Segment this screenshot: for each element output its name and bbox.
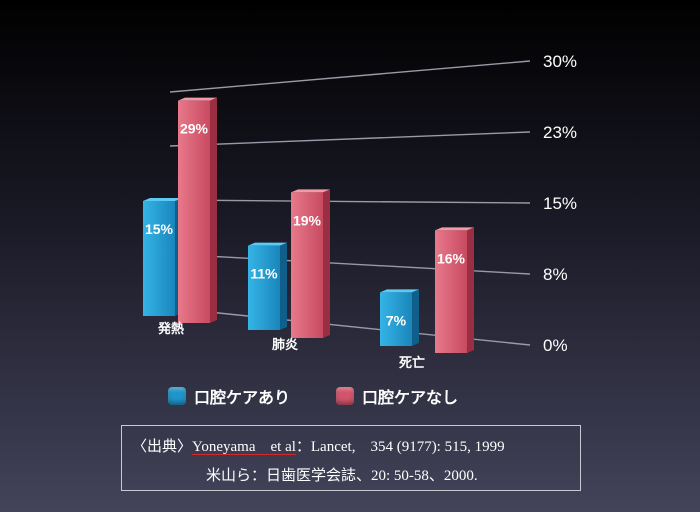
data-label: 16% <box>437 250 466 266</box>
legend-swatch-without-care <box>336 387 355 405</box>
source-journal: ：Lancet, 354 (9177): 515, 1999 <box>295 439 505 455</box>
data-label: 11% <box>250 266 278 282</box>
bar-top <box>291 189 330 193</box>
gridline <box>169 199 531 204</box>
bar <box>143 201 175 316</box>
bar-chart: 0% 8% 15% 23% 30% 15% 29% 発熱 11% 19% 肺炎 7% 16% 死亡 <box>143 52 577 371</box>
bar-top <box>248 242 287 246</box>
source-prefix: 〈出典〉 <box>132 439 193 455</box>
y-tick-label: 8% <box>543 265 568 284</box>
data-label: 29% <box>180 121 209 137</box>
category-label: 発熱 <box>157 321 184 337</box>
category-label: 肺炎 <box>272 337 298 353</box>
bar <box>291 192 323 338</box>
legend-item-without-care: 口腔ケアなし <box>336 384 458 408</box>
bar-top <box>143 198 182 201</box>
bar <box>178 100 210 324</box>
data-label: 19% <box>293 212 322 228</box>
bar <box>248 245 280 330</box>
gridline <box>169 307 531 346</box>
source-citation-box: 〈出典〉Yoneyama et al：Lancet, 354 (9177): 5… <box>121 425 581 491</box>
data-label: 15% <box>145 221 174 237</box>
bar-top <box>380 289 419 293</box>
y-tick-label: 15% <box>543 194 577 213</box>
bar-side <box>467 227 474 353</box>
data-label: 7% <box>386 312 407 328</box>
y-tick-label: 23% <box>543 123 577 142</box>
category-label: 死亡 <box>399 355 425 371</box>
bar-side <box>412 289 419 346</box>
bar-side <box>280 242 287 330</box>
y-tick-label: 0% <box>543 336 568 355</box>
legend-label-without-care: 口腔ケアなし <box>362 390 459 407</box>
y-tick-label: 30% <box>543 52 577 71</box>
gridline <box>169 60 531 93</box>
bar-top <box>435 227 474 231</box>
source-line-2: 米山ら：日歯医学会誌、20: 50-58、2000. <box>206 468 478 484</box>
bar-side <box>210 97 217 324</box>
gridline <box>169 253 531 275</box>
bar <box>380 292 412 346</box>
legend-swatch-with-care <box>168 387 186 405</box>
bar-top <box>178 97 217 101</box>
source-authors: Yoneyama et al <box>192 439 296 455</box>
legend: 口腔ケアあり 口腔ケアなし <box>168 384 458 408</box>
bar-side <box>323 189 330 338</box>
source-line-1: 〈出典〉Yoneyama et al：Lancet, 354 (9177): 5… <box>132 435 505 456</box>
legend-label-with-care: 口腔ケアあり <box>194 390 291 407</box>
legend-item-with-care: 口腔ケアあり <box>168 384 290 408</box>
gridline <box>169 131 531 147</box>
bar <box>435 230 467 353</box>
